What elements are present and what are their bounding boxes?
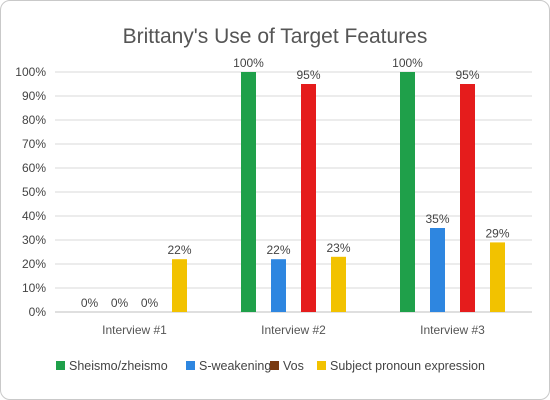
x-axis-categories: Interview #1 Interview #2 Interview #3 <box>102 323 485 337</box>
x-category-label: Interview #2 <box>261 323 326 337</box>
legend-swatch <box>186 361 195 370</box>
data-label: 100% <box>392 56 423 70</box>
legend: Sheismo/zheismo S-weakening Vos Subject pro… <box>56 359 485 373</box>
y-tick-label: 20% <box>22 257 46 271</box>
chart-title: Brittany's Use of Target Features <box>123 25 428 48</box>
data-label: 95% <box>296 68 320 82</box>
bar-subject-pronoun-expression <box>331 256 346 312</box>
y-tick-label: 100% <box>15 65 46 79</box>
legend-label: Vos <box>283 359 304 373</box>
y-axis-ticks: 0% 10% 20% 30% 40% 50% 60% 70% 80% 90% 100% <box>15 65 46 319</box>
legend-label: Subject pronoun expression <box>330 359 485 373</box>
y-tick-label: 90% <box>22 89 46 103</box>
y-tick-label: 40% <box>22 209 46 223</box>
y-tick-label: 30% <box>22 233 46 247</box>
y-tick-label: 70% <box>22 137 46 151</box>
bar-subject-pronoun-expression <box>172 259 187 312</box>
bar-vos <box>460 84 475 312</box>
y-tick-label: 10% <box>22 281 46 295</box>
legend-swatch <box>56 361 65 370</box>
data-label: 23% <box>326 241 350 255</box>
y-tick-label: 80% <box>22 113 46 127</box>
legend-swatch <box>317 361 326 370</box>
y-tick-label: 60% <box>22 161 46 175</box>
bar-s-weakening <box>271 259 286 312</box>
data-label: 35% <box>425 212 449 226</box>
x-category-label: Interview #3 <box>420 323 485 337</box>
y-tick-label: 50% <box>22 185 46 199</box>
bar-subject-pronoun-expression <box>490 242 505 312</box>
bar-sheismo-zheismo <box>241 72 256 312</box>
data-label: 0% <box>111 296 129 310</box>
bars <box>172 72 505 312</box>
data-label: 95% <box>455 68 479 82</box>
gridlines <box>55 71 532 313</box>
legend-label: Sheismo/zheismo <box>69 359 168 373</box>
bar-s-weakening <box>430 228 445 312</box>
x-category-label: Interview #1 <box>102 323 167 337</box>
data-label: 22% <box>167 243 191 257</box>
data-label: 0% <box>141 296 159 310</box>
y-tick-label: 0% <box>29 305 47 319</box>
data-label: 22% <box>266 243 290 257</box>
data-label: 29% <box>485 226 509 240</box>
data-label: 0% <box>81 296 99 310</box>
data-label: 100% <box>233 56 264 70</box>
data-labels: 0% 0% 0% 22% 100% 22% 95% 23% 100% 35% 95% 29% <box>81 56 510 310</box>
legend-label: S-weakening <box>199 359 271 373</box>
legend-swatch <box>270 361 279 370</box>
bar-sheismo-zheismo <box>400 72 415 312</box>
bar-vos <box>301 84 316 312</box>
